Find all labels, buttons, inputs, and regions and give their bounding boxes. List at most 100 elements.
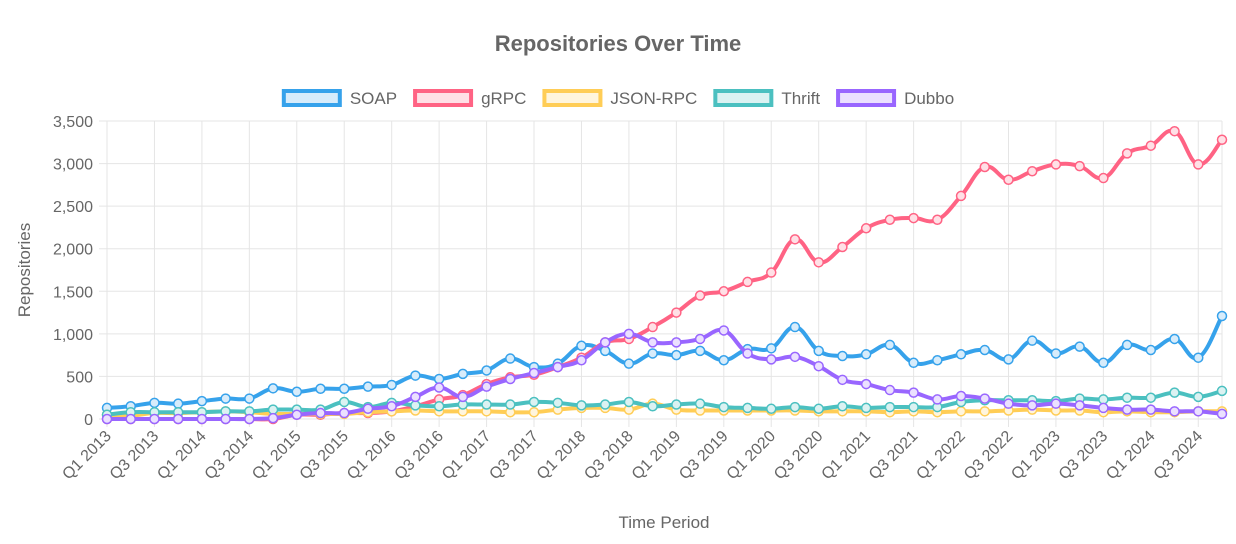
data-point-grpc[interactable] [955,190,967,202]
data-point-soap[interactable] [433,373,445,385]
data-point-soap[interactable] [884,339,896,351]
data-point-thrift[interactable] [623,396,635,408]
data-point-soap[interactable] [1216,310,1228,322]
data-point-soap[interactable] [410,370,421,381]
data-point-soap[interactable] [718,355,730,366]
data-point-dubbo[interactable] [766,354,777,365]
data-point-dubbo[interactable] [1098,402,1109,414]
data-point-grpc[interactable] [1193,159,1204,170]
data-point-thrift[interactable] [410,400,421,411]
data-point-dubbo[interactable] [1003,398,1014,409]
data-point-dubbo[interactable] [718,325,730,336]
data-point-dubbo[interactable] [505,373,516,385]
data-point-grpc[interactable] [979,161,991,173]
data-point-grpc[interactable] [647,321,658,333]
data-point-dubbo[interactable] [101,413,113,425]
data-point-dubbo[interactable] [742,348,753,359]
data-point-thrift[interactable] [1098,394,1109,405]
data-point-soap[interactable] [338,383,350,395]
legend-item-thrift[interactable]: Thrift [713,89,820,108]
data-point-thrift[interactable] [338,396,350,408]
data-point-soap[interactable] [315,383,326,395]
data-point-dubbo[interactable] [1216,408,1228,420]
data-point-thrift[interactable] [1145,392,1157,403]
data-point-soap[interactable] [267,383,279,394]
data-point-dubbo[interactable] [932,394,943,405]
data-point-json-rpc[interactable] [955,406,967,417]
data-point-thrift[interactable] [908,401,919,413]
data-point-soap[interactable] [1050,348,1062,359]
data-point-dubbo[interactable] [860,378,872,390]
data-point-dubbo[interactable] [789,351,801,363]
data-point-dubbo[interactable] [172,413,184,425]
data-point-soap[interactable] [505,353,516,364]
data-point-dubbo[interactable] [220,413,231,425]
data-point-thrift[interactable] [1193,391,1204,403]
data-point-soap[interactable] [362,381,374,392]
data-point-dubbo[interactable] [599,337,611,348]
data-point-grpc[interactable] [766,267,777,278]
data-point-dubbo[interactable] [908,387,919,398]
data-point-dubbo[interactable] [362,403,374,415]
data-point-soap[interactable] [599,345,611,357]
data-point-thrift[interactable] [789,401,801,413]
data-point-soap[interactable] [1193,352,1204,363]
data-point-thrift[interactable] [742,402,753,414]
data-point-soap[interactable] [386,379,397,391]
data-point-soap[interactable] [1074,341,1085,352]
data-point-dubbo[interactable] [244,413,255,425]
data-point-thrift[interactable] [481,399,492,410]
data-point-dubbo[interactable] [979,393,991,404]
data-point-thrift[interactable] [528,396,540,408]
data-point-soap[interactable] [932,355,943,366]
data-point-soap[interactable] [979,344,991,356]
data-point-soap[interactable] [1003,354,1014,365]
legend-item-soap[interactable]: SOAP [281,89,397,108]
data-point-grpc[interactable] [671,307,682,318]
data-point-grpc[interactable] [1074,160,1085,172]
data-point-grpc[interactable] [837,241,848,253]
data-point-thrift[interactable] [267,404,279,415]
data-point-thrift[interactable] [718,401,730,413]
data-point-grpc[interactable] [1121,148,1133,159]
data-point-dubbo[interactable] [955,390,967,402]
data-point-dubbo[interactable] [1193,406,1204,417]
data-point-thrift[interactable] [647,400,658,412]
data-point-json-rpc[interactable] [979,406,991,417]
data-point-grpc[interactable] [1050,159,1062,170]
data-point-soap[interactable] [694,345,706,357]
data-point-soap[interactable] [1145,344,1157,356]
data-point-dubbo[interactable] [837,374,848,386]
data-point-soap[interactable] [196,395,208,407]
data-point-soap[interactable] [1169,333,1180,345]
data-point-soap[interactable] [766,343,777,354]
data-point-soap[interactable] [149,397,160,409]
data-point-thrift[interactable] [860,402,872,414]
data-point-dubbo[interactable] [291,409,303,420]
data-point-dubbo[interactable] [1026,400,1038,411]
data-point-grpc[interactable] [932,214,943,226]
data-point-dubbo[interactable] [623,328,635,340]
data-point-dubbo[interactable] [315,407,326,419]
data-point-soap[interactable] [908,357,919,369]
data-point-thrift[interactable] [766,403,777,415]
data-point-dubbo[interactable] [386,400,397,412]
legend-item-json-rpc[interactable]: JSON-RPC [542,89,697,108]
data-point-soap[interactable] [1121,339,1133,351]
data-point-thrift[interactable] [552,397,563,409]
data-point-grpc[interactable] [789,234,801,245]
data-point-soap[interactable] [220,393,231,404]
data-point-dubbo[interactable] [481,381,492,392]
data-point-dubbo[interactable] [647,337,658,348]
data-point-dubbo[interactable] [125,413,136,425]
data-point-dubbo[interactable] [528,367,540,379]
data-point-grpc[interactable] [860,223,872,234]
data-point-soap[interactable] [172,398,184,409]
data-point-thrift[interactable] [505,399,516,410]
data-point-soap[interactable] [1026,335,1038,346]
data-point-dubbo[interactable] [813,360,824,372]
data-point-thrift[interactable] [884,401,896,413]
data-point-dubbo[interactable] [1074,400,1085,411]
legend-item-dubbo[interactable]: Dubbo [836,89,954,108]
data-point-grpc[interactable] [1169,125,1180,137]
